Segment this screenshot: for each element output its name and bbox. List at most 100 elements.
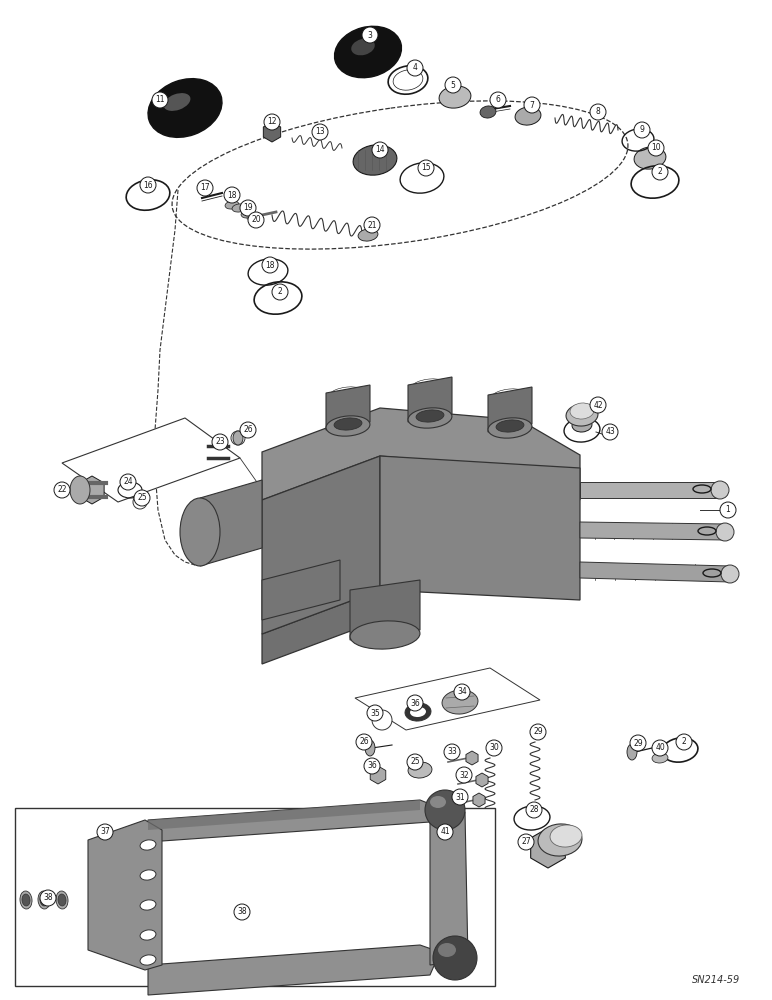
- Circle shape: [312, 124, 328, 140]
- Ellipse shape: [566, 404, 598, 426]
- Text: 4: 4: [412, 64, 418, 73]
- Circle shape: [152, 92, 168, 108]
- Ellipse shape: [225, 201, 239, 209]
- Ellipse shape: [22, 894, 30, 906]
- Circle shape: [134, 490, 150, 506]
- Text: 11: 11: [155, 96, 164, 104]
- Circle shape: [486, 740, 502, 756]
- Polygon shape: [148, 945, 440, 995]
- Text: 23: 23: [215, 438, 225, 446]
- Circle shape: [140, 177, 156, 193]
- Circle shape: [262, 257, 278, 273]
- Circle shape: [648, 140, 664, 156]
- Text: 22: 22: [57, 486, 66, 494]
- Polygon shape: [408, 377, 452, 422]
- Circle shape: [372, 142, 388, 158]
- Text: 40: 40: [655, 744, 665, 752]
- Circle shape: [234, 904, 250, 920]
- Ellipse shape: [70, 476, 90, 504]
- Text: 29: 29: [533, 728, 543, 736]
- Ellipse shape: [140, 900, 156, 910]
- Text: 18: 18: [266, 260, 275, 269]
- Text: 16: 16: [143, 180, 153, 190]
- Polygon shape: [80, 476, 104, 504]
- Text: 25: 25: [410, 758, 420, 766]
- Circle shape: [456, 767, 472, 783]
- Ellipse shape: [442, 690, 478, 714]
- Text: 33: 33: [447, 748, 457, 756]
- Ellipse shape: [550, 825, 582, 847]
- Circle shape: [407, 754, 423, 770]
- Text: 30: 30: [489, 744, 499, 752]
- Polygon shape: [473, 793, 485, 807]
- Text: SN214-59: SN214-59: [692, 975, 740, 985]
- Polygon shape: [262, 560, 340, 620]
- Polygon shape: [580, 562, 730, 582]
- Text: 43: 43: [605, 428, 615, 436]
- Circle shape: [454, 684, 470, 700]
- Circle shape: [240, 200, 256, 216]
- Circle shape: [452, 789, 468, 805]
- Circle shape: [240, 422, 256, 438]
- Text: 27: 27: [521, 838, 531, 846]
- Circle shape: [437, 824, 453, 840]
- Text: 37: 37: [100, 828, 110, 836]
- Circle shape: [425, 790, 465, 830]
- Polygon shape: [148, 800, 420, 830]
- Text: 42: 42: [593, 400, 603, 410]
- Circle shape: [362, 27, 378, 43]
- Ellipse shape: [56, 891, 68, 909]
- Ellipse shape: [515, 107, 541, 125]
- Polygon shape: [88, 820, 162, 970]
- Ellipse shape: [232, 204, 246, 212]
- Circle shape: [630, 735, 646, 751]
- Text: 35: 35: [370, 708, 380, 718]
- Polygon shape: [148, 800, 440, 842]
- Ellipse shape: [716, 523, 734, 541]
- Ellipse shape: [410, 707, 426, 717]
- Polygon shape: [380, 456, 580, 600]
- Circle shape: [433, 936, 477, 980]
- Text: 26: 26: [359, 738, 369, 746]
- Ellipse shape: [241, 210, 255, 218]
- Circle shape: [524, 97, 540, 113]
- Text: 38: 38: [43, 894, 52, 902]
- Ellipse shape: [38, 891, 50, 909]
- Ellipse shape: [572, 418, 592, 432]
- Circle shape: [526, 802, 542, 818]
- Ellipse shape: [570, 403, 594, 419]
- Text: 32: 32: [459, 770, 469, 780]
- Circle shape: [444, 744, 460, 760]
- Ellipse shape: [711, 481, 729, 499]
- Circle shape: [272, 284, 288, 300]
- Ellipse shape: [627, 744, 637, 760]
- Circle shape: [54, 482, 70, 498]
- Polygon shape: [262, 408, 580, 500]
- Circle shape: [264, 114, 280, 130]
- Circle shape: [372, 710, 392, 730]
- Text: 9: 9: [639, 125, 645, 134]
- Text: 6: 6: [496, 96, 500, 104]
- Text: 18: 18: [227, 190, 237, 200]
- Text: 25: 25: [137, 493, 147, 502]
- Circle shape: [120, 474, 136, 490]
- Text: 31: 31: [455, 792, 465, 802]
- Text: 38: 38: [237, 908, 247, 916]
- Ellipse shape: [334, 26, 401, 78]
- Circle shape: [40, 890, 56, 906]
- Circle shape: [364, 758, 380, 774]
- Text: 13: 13: [315, 127, 325, 136]
- Polygon shape: [326, 385, 370, 430]
- Ellipse shape: [652, 753, 668, 763]
- Polygon shape: [430, 808, 468, 965]
- Polygon shape: [580, 522, 725, 540]
- Polygon shape: [530, 828, 565, 868]
- Ellipse shape: [233, 431, 243, 445]
- Ellipse shape: [408, 408, 452, 428]
- Text: 20: 20: [251, 216, 261, 225]
- Text: 36: 36: [367, 762, 377, 770]
- Ellipse shape: [326, 416, 370, 436]
- Polygon shape: [208, 441, 228, 463]
- Text: 21: 21: [367, 221, 377, 230]
- Ellipse shape: [358, 229, 378, 241]
